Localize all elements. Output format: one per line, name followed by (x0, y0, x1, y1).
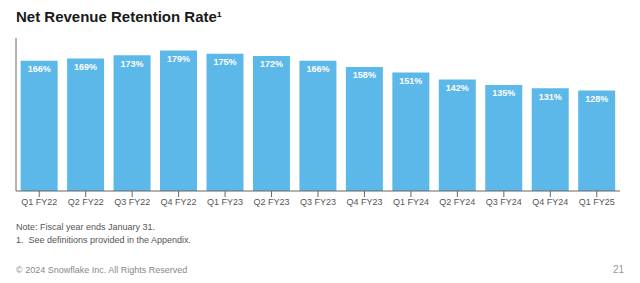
svg-text:Q1 FY24: Q1 FY24 (393, 197, 429, 207)
svg-text:175%: 175% (213, 57, 236, 67)
html-text:© 2024 Snowflake Inc. All Righ: © 2024 Snowflake Inc. All Rights Reserve… (16, 265, 188, 275)
svg-text:173%: 173% (121, 59, 144, 69)
svg-text:Q3 FY23: Q3 FY23 (300, 197, 336, 207)
svg-text:Q1 FY23: Q1 FY23 (207, 197, 243, 207)
svg-text:166%: 166% (306, 64, 329, 74)
svg-text:169%: 169% (74, 62, 97, 72)
svg-text:142%: 142% (446, 83, 469, 93)
svg-text:Q1 FY25: Q1 FY25 (579, 197, 615, 207)
html-text:1. See definitions provided in: 1. See definitions provided in the Appen… (16, 235, 192, 245)
svg-text:172%: 172% (260, 59, 283, 69)
svg-text:Q1 FY22: Q1 FY22 (21, 197, 57, 207)
svg-text:135%: 135% (492, 88, 515, 98)
html-text:Net Revenue Retention Rate¹: Net Revenue Retention Rate¹ (16, 8, 222, 25)
svg-text:Q4 FY23: Q4 FY23 (346, 197, 382, 207)
svg-text:131%: 131% (539, 92, 562, 102)
html-text:Note: Fiscal year ends January: Note: Fiscal year ends January 31. (16, 222, 156, 232)
svg-text:158%: 158% (353, 70, 376, 80)
svg-text:166%: 166% (28, 64, 51, 74)
svg-text:Q4 FY24: Q4 FY24 (532, 197, 568, 207)
svg-text:179%: 179% (167, 54, 190, 64)
svg-text:Q3 FY22: Q3 FY22 (114, 197, 150, 207)
svg-text:Q3 FY24: Q3 FY24 (486, 197, 522, 207)
svg-text:151%: 151% (399, 76, 422, 86)
svg-text:Q2 FY22: Q2 FY22 (68, 197, 104, 207)
html-text:21: 21 (612, 264, 624, 275)
svg-text:Q2 FY24: Q2 FY24 (439, 197, 475, 207)
svg-text:Q2 FY23: Q2 FY23 (254, 197, 290, 207)
svg-text:Q4 FY22: Q4 FY22 (161, 197, 197, 207)
svg-text:128%: 128% (585, 94, 608, 104)
